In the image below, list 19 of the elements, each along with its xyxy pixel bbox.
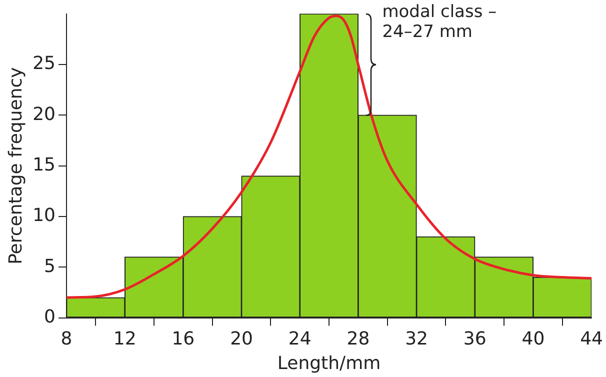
y-tick-label: 5 xyxy=(44,256,56,277)
y-tick-label: 20 xyxy=(32,104,56,125)
y-tick-label: 0 xyxy=(44,306,56,328)
x-tick-label: 32 xyxy=(405,328,428,350)
x-tick-label: 8 xyxy=(60,328,72,350)
x-tick-label: 40 xyxy=(522,328,545,350)
x-axis-title: Length/mm xyxy=(277,352,381,374)
y-tick-label: 15 xyxy=(32,154,56,176)
annotation: modal class – 24–27 mm xyxy=(382,2,497,42)
x-tick-label: 12 xyxy=(113,328,136,350)
y-tick-label: 10 xyxy=(32,205,56,226)
x-tick-label: 24 xyxy=(288,328,312,350)
x-tick-label: 16 xyxy=(172,328,195,350)
y-tick-label: 25 xyxy=(32,53,56,74)
x-tick-label: 20 xyxy=(230,328,253,350)
x-tick-label: 28 xyxy=(346,328,370,350)
x-tick-label: 44 xyxy=(580,328,603,350)
y-axis-title: Percentage frequency xyxy=(5,66,26,264)
x-tick-label: 36 xyxy=(463,328,486,350)
